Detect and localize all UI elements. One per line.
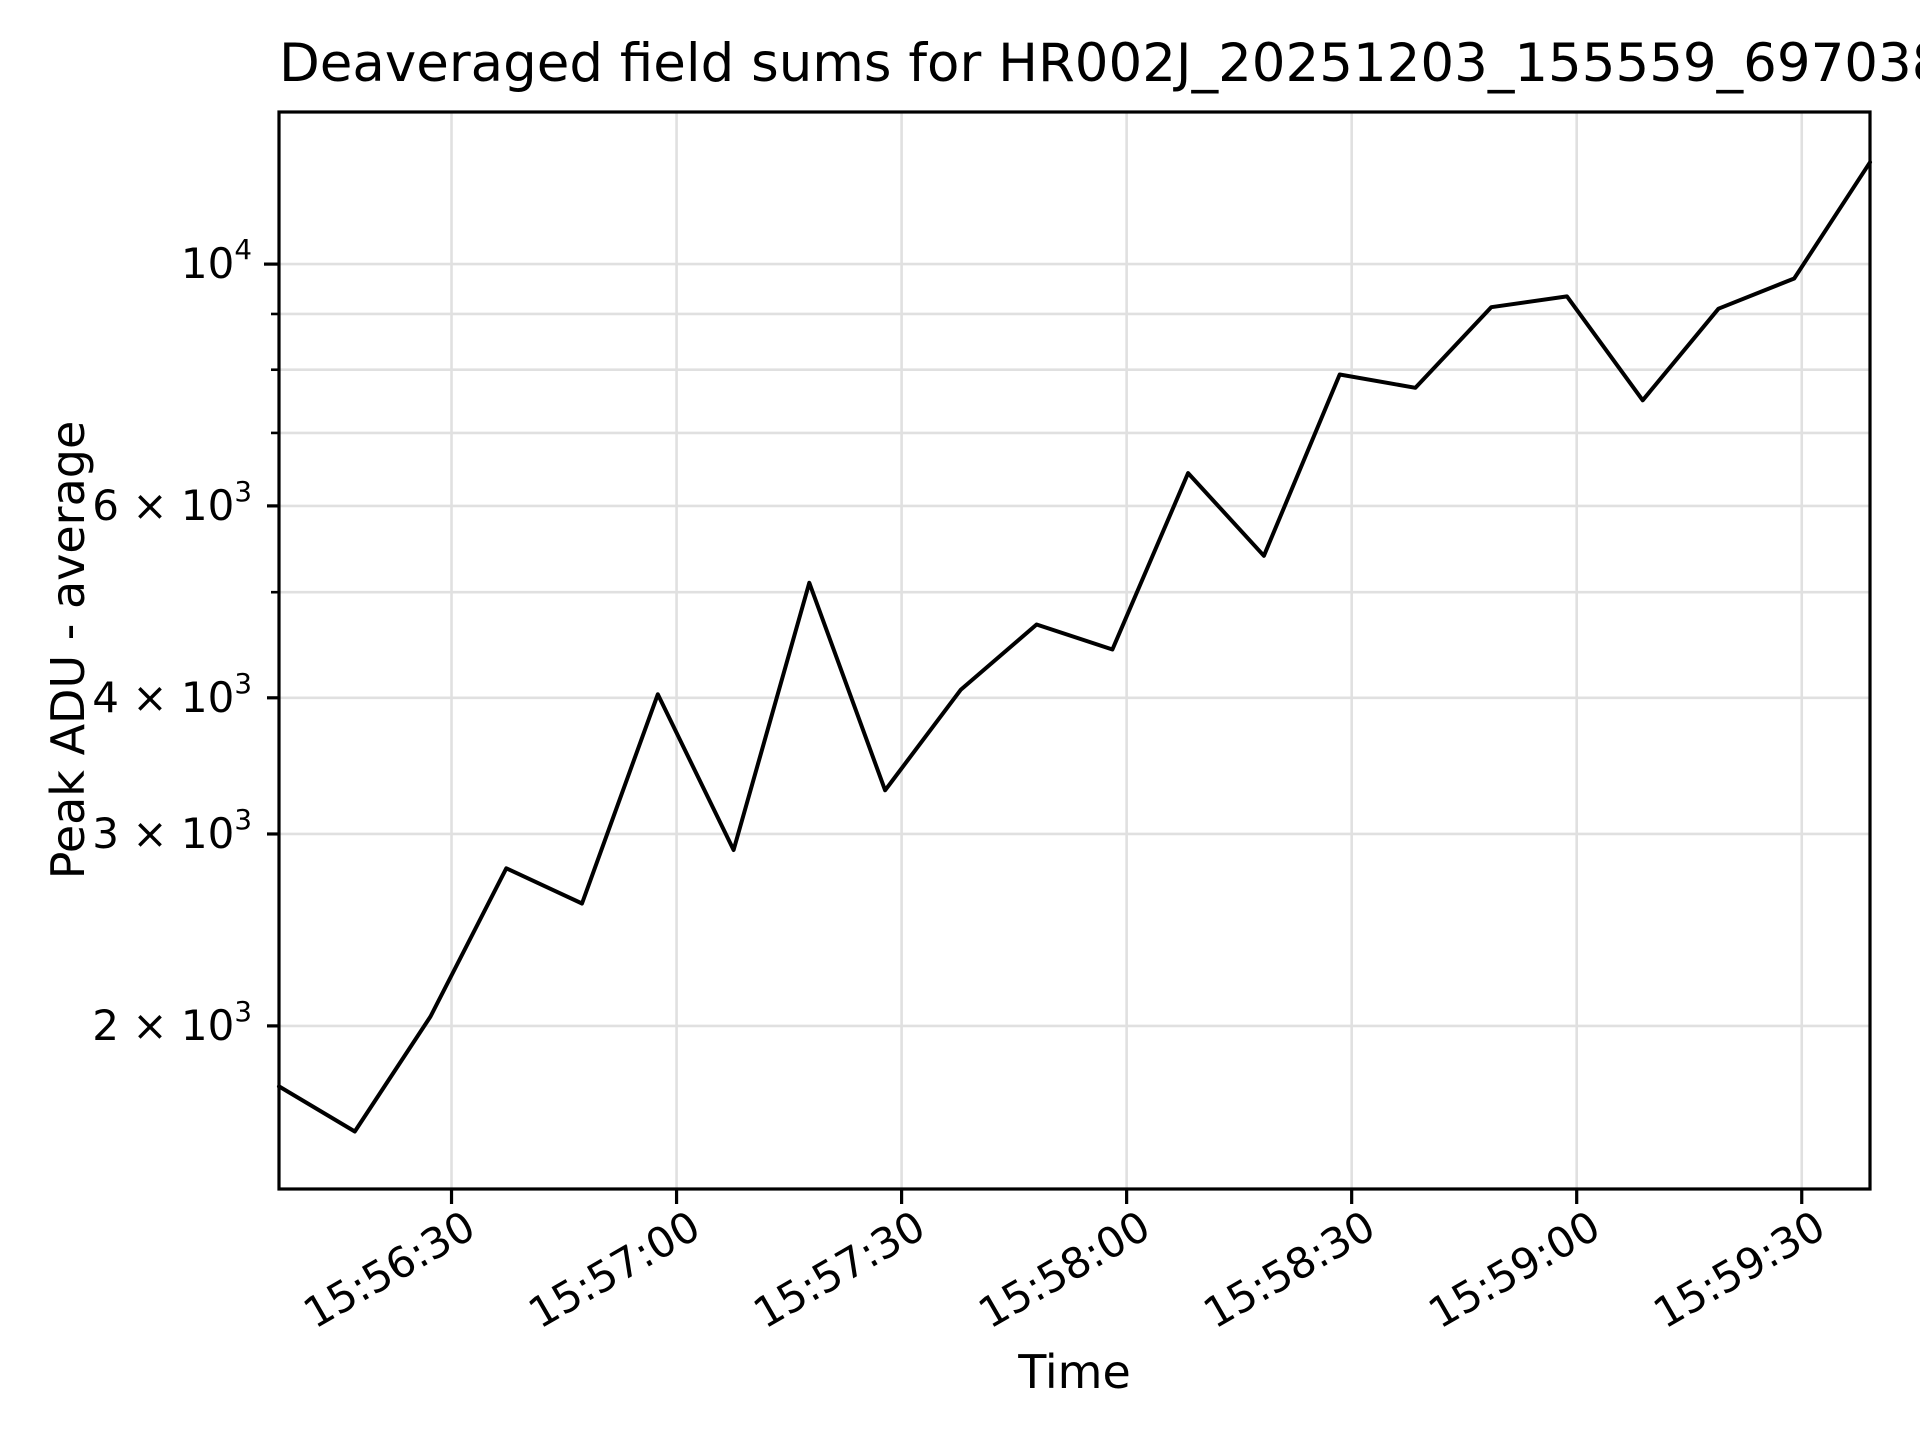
y-tick-label: 6 × 103 (92, 474, 252, 530)
x-tick-marks (449, 1189, 1804, 1204)
plot-border (277, 110, 1872, 1191)
y-tick-marks (264, 262, 279, 1028)
y-tick-label: 4 × 103 (92, 666, 252, 722)
y-tick-label: 2 × 103 (92, 994, 252, 1050)
y-tick-label: 104 (180, 232, 252, 289)
y-tick-label: 3 × 103 (92, 802, 252, 858)
x-axis-label: Time (1018, 1345, 1131, 1399)
data-series (277, 160, 1872, 1134)
gridlines (279, 112, 1870, 1189)
data-line (277, 160, 1872, 1134)
chart-title: Deaveraged field sums for HR002J_2025120… (279, 33, 1920, 94)
